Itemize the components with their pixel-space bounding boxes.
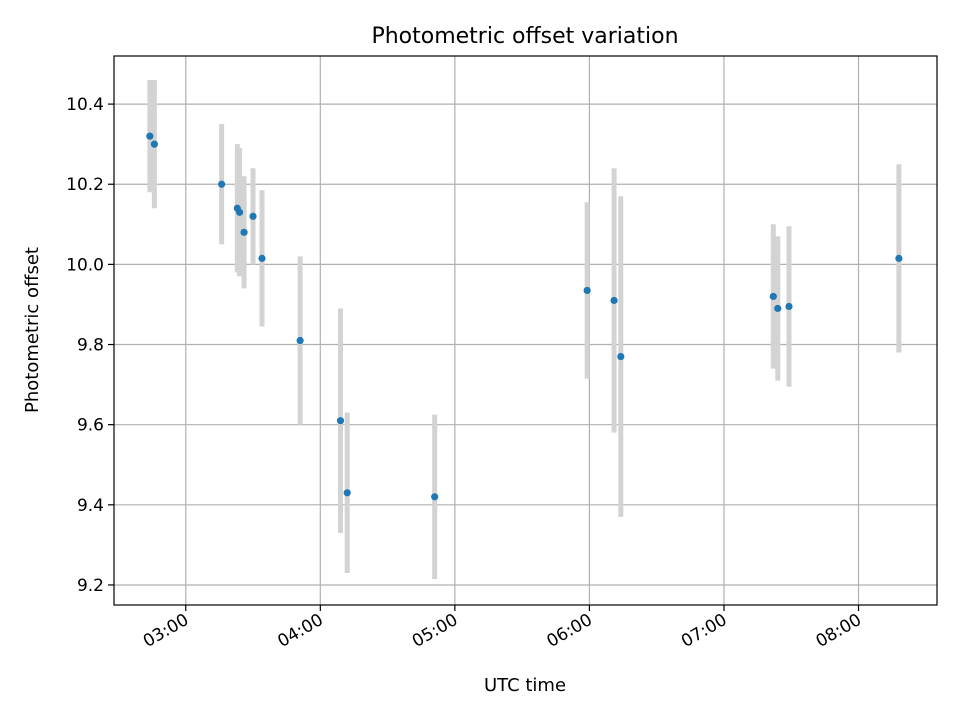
data-point — [235, 208, 244, 216]
data-point — [610, 296, 618, 305]
y-tick-label: 9.2 — [77, 576, 104, 596]
y-tick-label: 9.4 — [77, 496, 104, 516]
data-point — [218, 180, 226, 188]
data-point — [296, 336, 304, 345]
data-points — [146, 132, 903, 501]
data-point — [769, 292, 777, 301]
data-point — [336, 417, 345, 425]
y-axis-label: Photometric offset — [22, 247, 43, 413]
y-tick-label: 10.0 — [66, 255, 104, 275]
data-point — [146, 132, 154, 140]
y-tick-label: 9.8 — [77, 336, 104, 356]
data-point — [258, 254, 266, 262]
y-tick-label: 10.2 — [66, 175, 104, 195]
data-point — [617, 352, 625, 361]
data-point — [240, 228, 248, 236]
data-point — [431, 493, 439, 501]
data-point — [343, 489, 351, 497]
x-axis-label: UTC time — [484, 675, 566, 696]
data-point — [583, 286, 591, 295]
data-point — [785, 302, 793, 311]
y-axis-ticks: 9.2 9.4 9.6 9.8 10.0 10.2 10.4 — [66, 95, 114, 596]
plot-frame — [113, 55, 938, 606]
y-tick-label: 10.4 — [66, 95, 104, 115]
data-point — [774, 304, 782, 313]
data-point — [249, 212, 257, 220]
chart-title: Photometric offset variation — [371, 24, 678, 49]
data-point — [895, 254, 903, 262]
y-tick-label: 9.6 — [77, 416, 104, 436]
data-point — [150, 140, 158, 148]
